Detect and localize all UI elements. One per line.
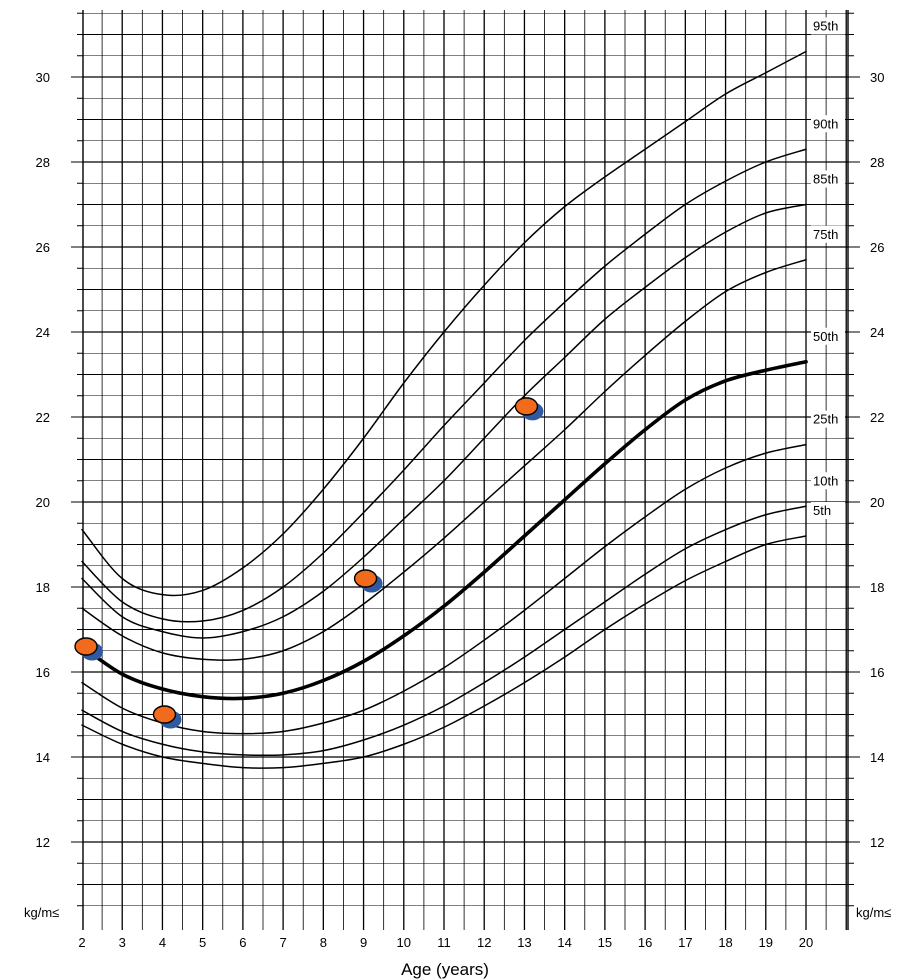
percentile-labels: 95th 90th 85th 75th 50th 25th 10th 5th [811, 17, 845, 519]
data-marker-point [74, 637, 98, 656]
percentile-curve-10th [81, 505, 807, 757]
percentile-curve-75th [81, 259, 807, 661]
percentile-label-10th: 10th [813, 473, 838, 488]
x-tick-label: 11 [437, 935, 451, 950]
y-tick-label-right: 18 [870, 580, 884, 595]
x-axis-title: Age (years) [401, 960, 489, 979]
unit-label-left: kg/m≤ [24, 905, 59, 920]
y-tick-label-left: 20 [36, 495, 50, 510]
x-tick-label: 14 [557, 935, 571, 950]
y-tick-label-left: 14 [36, 750, 50, 765]
y-tick-label-right: 14 [870, 750, 884, 765]
x-tick-label: 7 [279, 935, 286, 950]
percentile-curve-90th [81, 148, 807, 623]
percentile-label-bg [811, 17, 845, 35]
y-tick-label-left: 12 [36, 835, 50, 850]
y-tick-label-right: 24 [870, 325, 884, 340]
y-tick-label-left: 16 [36, 665, 50, 680]
percentile-label-bg [811, 115, 845, 133]
x-tick-label: 20 [799, 935, 813, 950]
y-tick-label-right: 30 [870, 70, 884, 85]
y-tick-label-left: 18 [36, 580, 50, 595]
data-marker-point [514, 397, 539, 416]
percentile-curve-95th [81, 50, 807, 597]
x-tick-label: 4 [159, 935, 166, 950]
y-tick-label-left: 30 [36, 70, 50, 85]
y-tick-label-left: 26 [36, 240, 50, 255]
percentile-label-bg [811, 410, 845, 428]
x-tick-label: 18 [718, 935, 732, 950]
x-tick-label: 19 [759, 935, 773, 950]
x-tick-label: 8 [320, 935, 327, 950]
x-tick-label: 13 [517, 935, 531, 950]
percentile-curve-50th [80, 359, 808, 701]
y-tick-label-right: 16 [870, 665, 884, 680]
percentile-label-85th: 85th [813, 172, 838, 187]
x-tick-label: 3 [119, 935, 126, 950]
y-tick-label-right: 22 [870, 410, 884, 425]
y-tick-label-right: 26 [870, 240, 884, 255]
y-tick-label-right: 28 [870, 155, 884, 170]
data-marker-point [152, 705, 177, 724]
x-tick-label: 9 [360, 935, 367, 950]
percentile-label-bg [811, 502, 845, 519]
y-axis-left: 12 14 16 18 20 22 24 26 28 30 [36, 12, 83, 907]
x-tick-label: 12 [477, 935, 491, 950]
percentile-label-bg [811, 472, 845, 490]
percentile-label-5th: 5th [813, 503, 831, 518]
percentile-label-90th: 90th [813, 116, 838, 131]
percentile-label-25th: 25th [813, 412, 838, 427]
y-tick-label-left: 28 [36, 155, 50, 170]
y-axis-right: 12 14 16 18 20 22 24 26 28 30 [848, 12, 884, 907]
y-tick-label-right: 20 [870, 495, 884, 510]
percentile-curves [80, 50, 808, 769]
percentile-label-50th: 50th [813, 329, 838, 344]
y-tick-label-left: 24 [36, 325, 50, 340]
chart-grid [82, 10, 849, 930]
x-tick-label: 17 [678, 935, 692, 950]
percentile-curve-25th [81, 443, 807, 735]
percentile-curve-5th [81, 535, 807, 769]
x-axis: 2 3 4 5 6 7 8 9 10 11 12 13 14 15 16 17 18 19 20 [78, 935, 813, 950]
percentile-label-bg [811, 170, 845, 188]
y-tick-label-left: 22 [36, 410, 50, 425]
percentile-curve-85th [81, 203, 807, 639]
x-tick-label: 2 [78, 935, 85, 950]
y-tick-label-right: 12 [870, 835, 884, 850]
x-tick-label: 16 [638, 935, 652, 950]
x-tick-label: 15 [598, 935, 612, 950]
unit-label-right: kg/m≤ [856, 905, 891, 920]
percentile-label-95th: 95th [813, 19, 838, 34]
data-marker-point [353, 569, 378, 588]
x-tick-label: 5 [199, 935, 206, 950]
data-markers [74, 397, 544, 729]
percentile-label-75th: 75th [813, 227, 838, 242]
percentile-label-bg [811, 225, 845, 243]
percentile-label-bg [811, 327, 845, 345]
x-tick-label: 10 [397, 935, 411, 950]
x-tick-label: 6 [239, 935, 246, 950]
